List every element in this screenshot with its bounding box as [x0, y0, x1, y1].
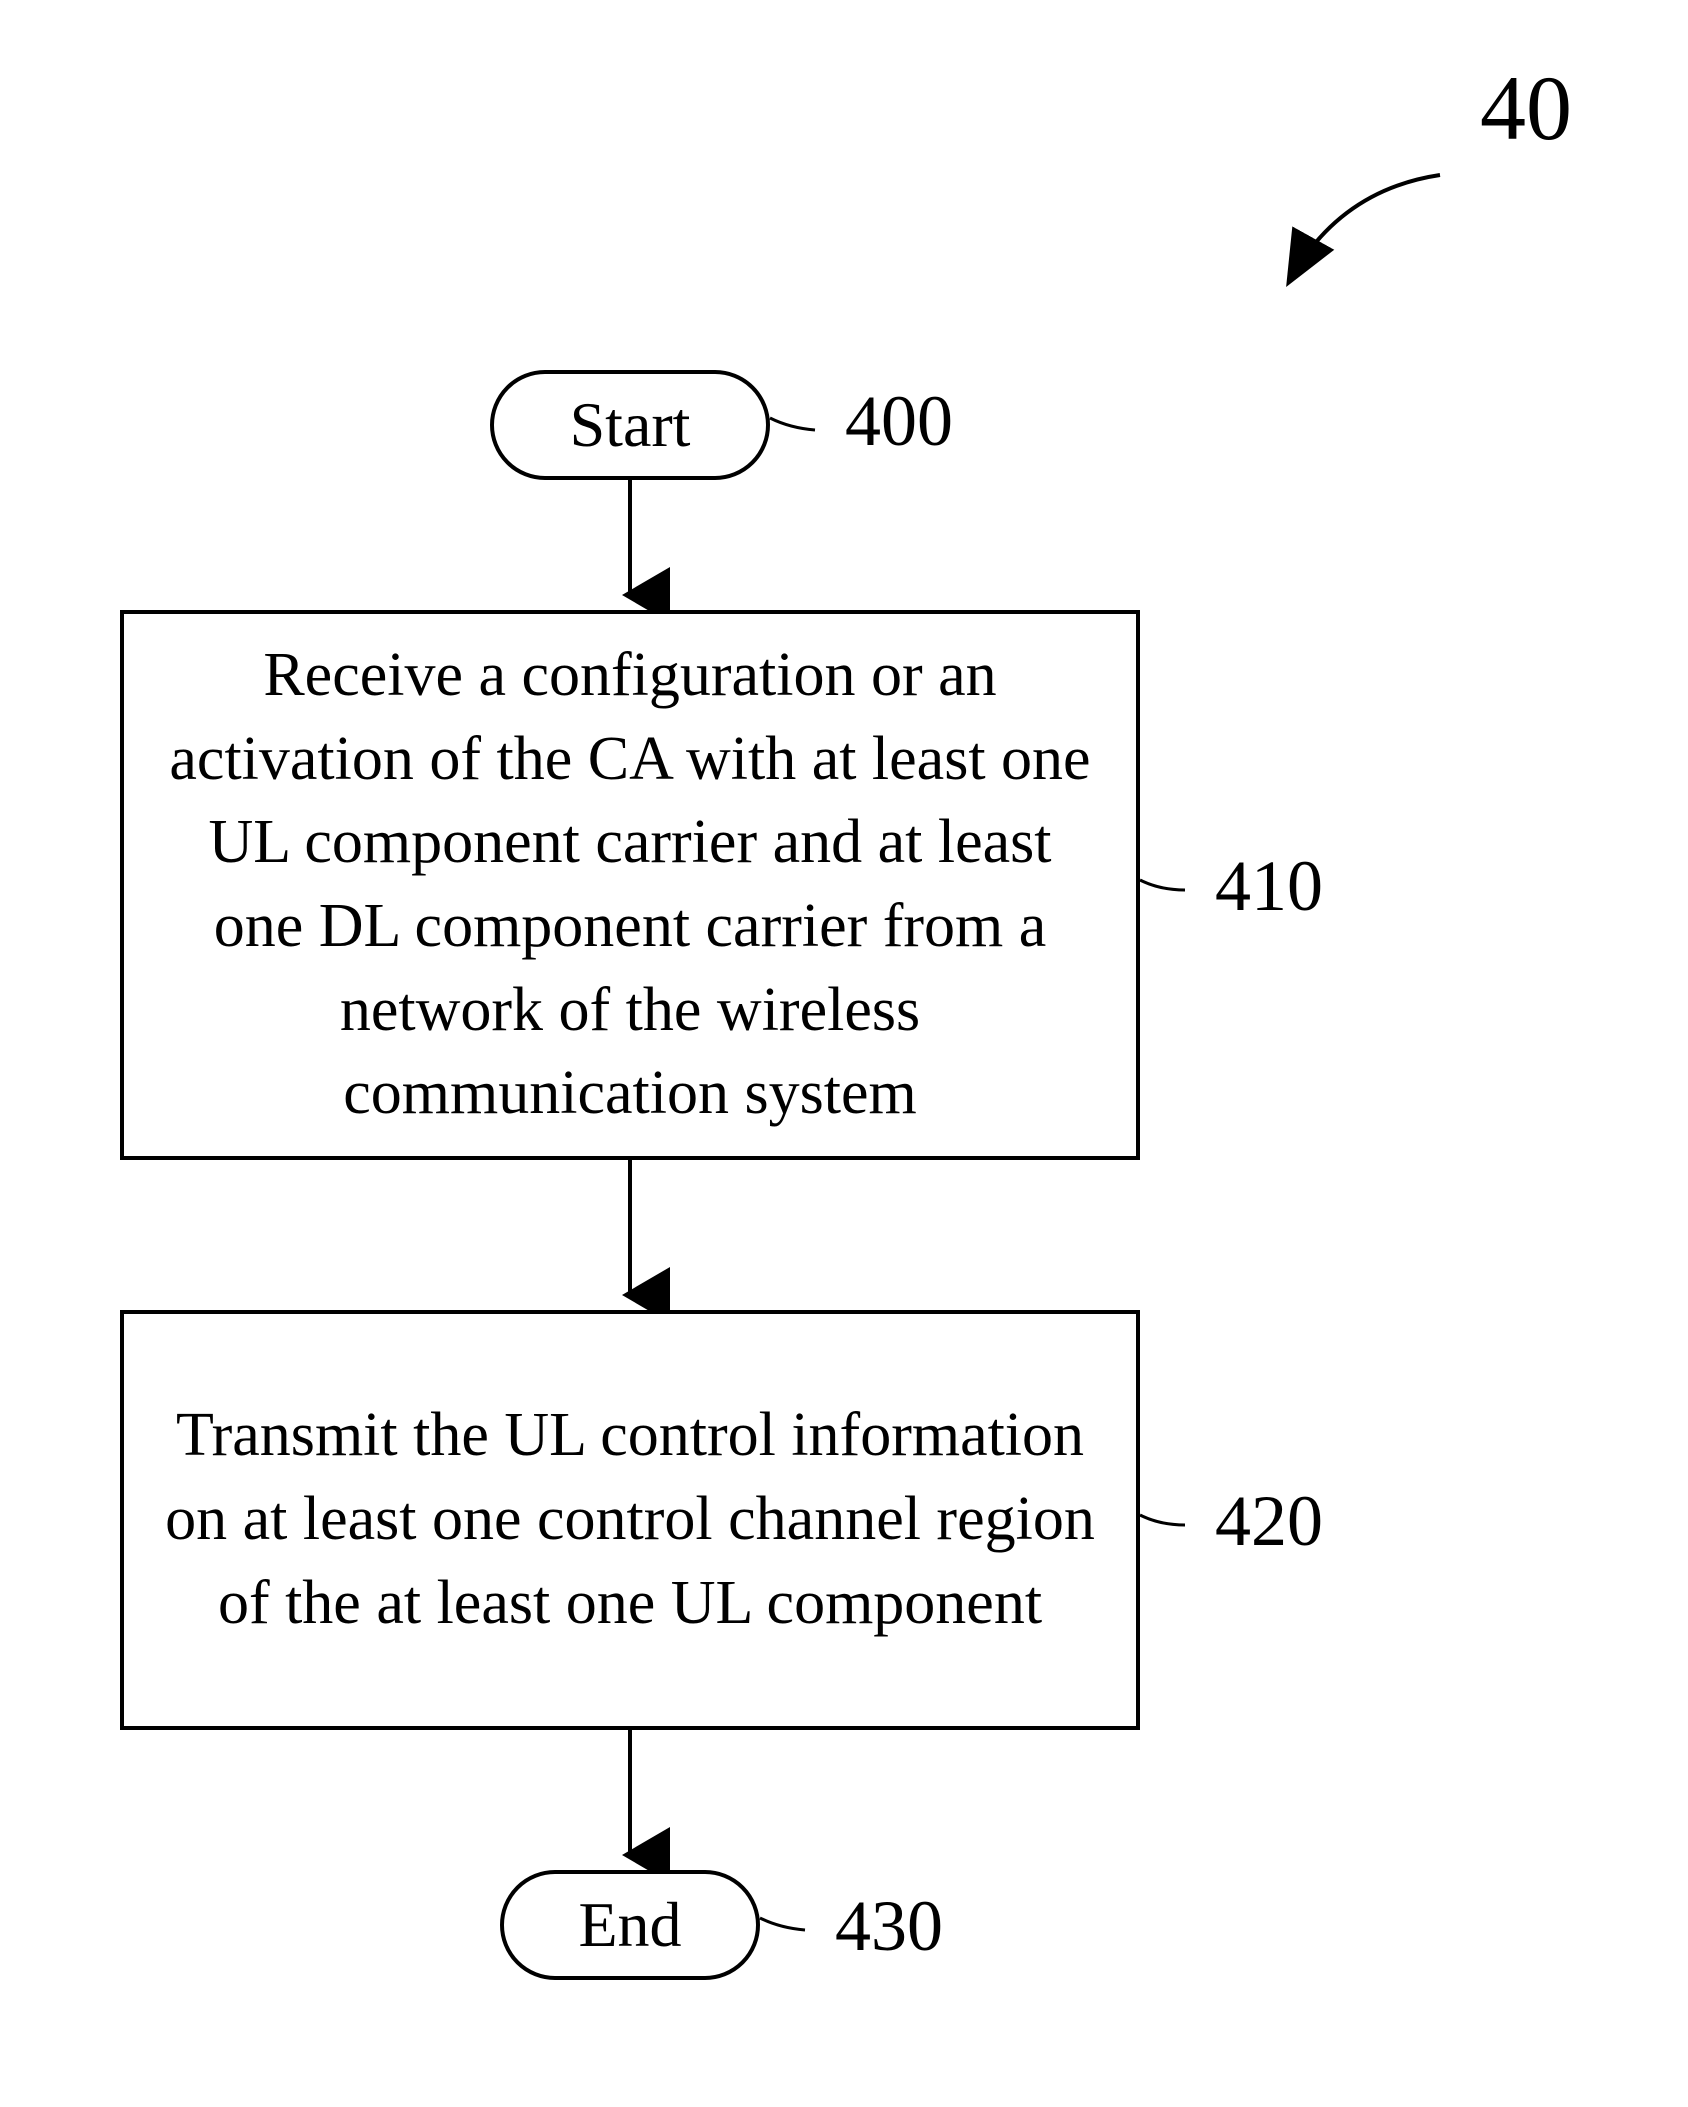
flowchart-container: 40 Start 400 Receive a configuration or … [0, 0, 1688, 2107]
end-callout-tick [760, 1900, 820, 1950]
transmit-node: Transmit the UL control information on a… [120, 1310, 1140, 1730]
transmit-ref-label: 420 [1215, 1480, 1323, 1563]
end-ref-label: 430 [835, 1885, 943, 1968]
receive-callout-tick [1140, 865, 1200, 905]
start-callout-tick [770, 400, 830, 450]
transmit-label: Transmit the UL control information on a… [164, 1394, 1096, 1645]
arrow-start-receive [610, 480, 650, 610]
end-node: End [500, 1870, 760, 1980]
start-ref-label: 400 [845, 380, 953, 463]
receive-label: Receive a configuration or an activation… [164, 634, 1096, 1136]
figure-ref-label: 40 [1480, 55, 1572, 161]
start-label: Start [570, 388, 691, 462]
start-node: Start [490, 370, 770, 480]
arrow-transmit-end [610, 1730, 650, 1870]
transmit-callout-tick [1140, 1500, 1200, 1540]
figure-ref-arrow [1250, 150, 1500, 350]
arrow-receive-transmit [610, 1160, 650, 1310]
receive-ref-label: 410 [1215, 845, 1323, 928]
end-label: End [578, 1888, 681, 1962]
receive-node: Receive a configuration or an activation… [120, 610, 1140, 1160]
